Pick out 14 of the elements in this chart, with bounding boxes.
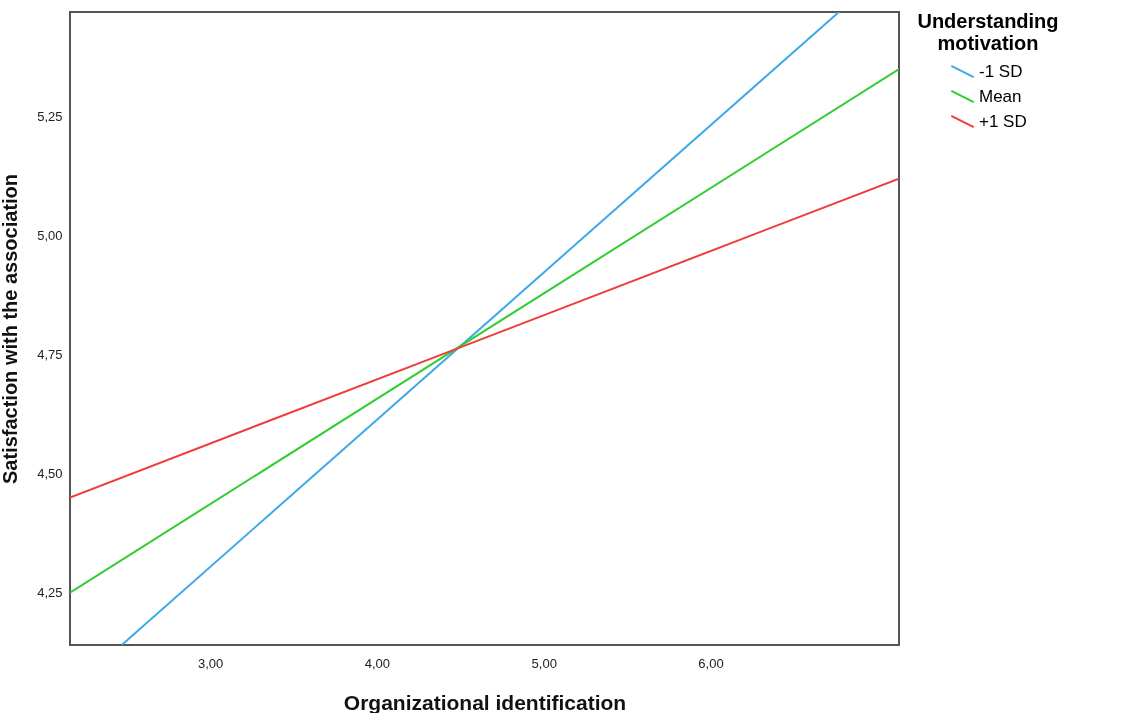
legend-label: -1 SD	[979, 61, 1023, 81]
legend-label: Mean	[979, 86, 1022, 106]
y-tick-label: 4,75	[37, 347, 63, 363]
legend-label: +1 SD	[979, 111, 1027, 131]
x-tick-label: 6,00	[698, 655, 724, 671]
y-tick-label: 5,00	[37, 228, 63, 244]
y-axis-title: Satisfaction with the association	[0, 173, 22, 485]
x-tick-label: 5,00	[531, 655, 557, 671]
x-tick-label: 4,00	[364, 655, 391, 671]
x-tick-label: 3,00	[197, 655, 224, 671]
legend-title: Understanding motivation	[917, 10, 1059, 54]
y-tick-label: 5,25	[37, 109, 63, 125]
y-tick-label: 4,50	[37, 466, 63, 482]
y-tick-label: 4,25	[37, 585, 63, 601]
